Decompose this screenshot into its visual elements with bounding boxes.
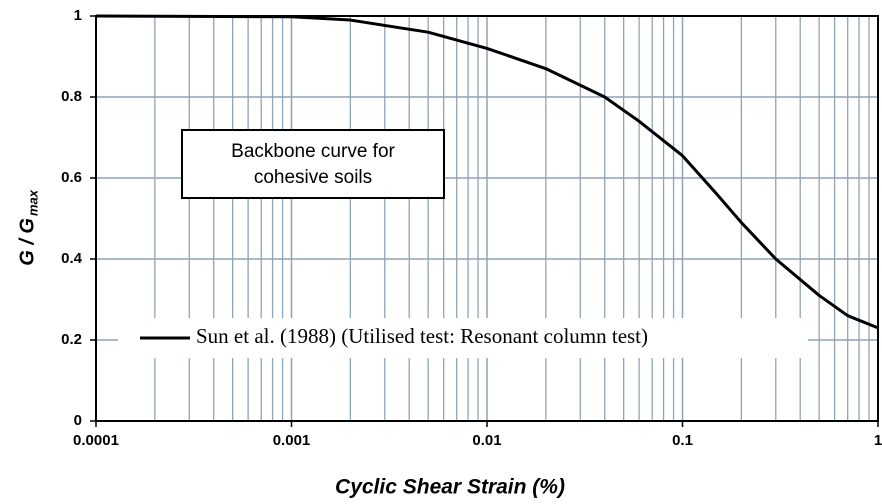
y-tick-label: 1 (74, 7, 82, 24)
y-tick-label: 0.4 (61, 250, 83, 267)
y-tick-label: 0.6 (61, 169, 82, 186)
x-tick-label: 1 (874, 432, 882, 449)
legend-background (118, 318, 808, 358)
y-axis-label: G / G (16, 218, 38, 266)
x-tick-label: 0.001 (273, 432, 311, 449)
y-axis-label-group: G / G max (16, 189, 40, 266)
x-axis-label: Cyclic Shear Strain (%) (335, 476, 565, 499)
y-axis-label-sub: max (25, 189, 40, 216)
annotation-box (181, 129, 445, 199)
data-line (95, 14, 879, 330)
x-tick-label: 0.1 (672, 432, 693, 449)
y-tick-label: 0.8 (61, 88, 82, 105)
y-tick-label: 0 (74, 412, 82, 429)
x-tick-label: 0.01 (472, 432, 501, 449)
plot-frame (95, 15, 879, 422)
legend-label: Sun et al. (1988) (Utilised test: Resona… (196, 324, 648, 348)
y-tick-label: 0.2 (61, 331, 82, 348)
x-tick-label: 0.0001 (73, 432, 119, 449)
annotation-text: cohesive soils (254, 167, 372, 188)
annotation-text: Backbone curve for (231, 141, 395, 162)
